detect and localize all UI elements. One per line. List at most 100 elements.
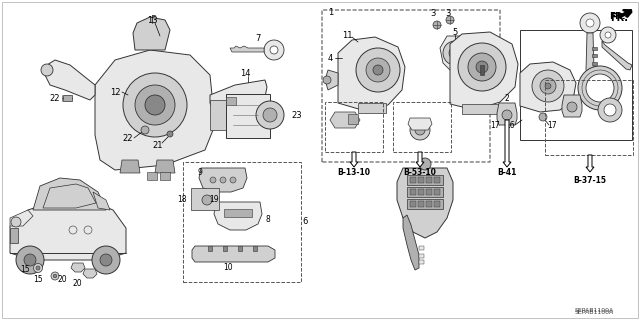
Bar: [419, 254, 424, 258]
Bar: [434, 177, 440, 183]
Bar: [63, 95, 72, 101]
Text: 13: 13: [147, 15, 157, 25]
Bar: [224, 209, 252, 217]
Bar: [545, 80, 633, 155]
Text: 6: 6: [302, 218, 307, 227]
Bar: [407, 187, 443, 197]
Text: 15: 15: [20, 266, 30, 275]
Text: 1: 1: [328, 7, 333, 17]
Polygon shape: [403, 215, 419, 270]
Polygon shape: [95, 50, 215, 170]
Circle shape: [545, 83, 551, 89]
Text: 20: 20: [57, 275, 67, 284]
Polygon shape: [93, 192, 110, 210]
Circle shape: [220, 177, 226, 183]
Bar: [426, 177, 432, 183]
Polygon shape: [230, 46, 264, 52]
Circle shape: [167, 131, 173, 137]
Text: SEPAB1100A: SEPAB1100A: [575, 308, 614, 314]
Text: 19: 19: [209, 196, 219, 204]
Polygon shape: [330, 112, 360, 128]
Circle shape: [41, 64, 53, 76]
Bar: [358, 103, 386, 113]
Polygon shape: [440, 36, 470, 73]
Text: 21: 21: [153, 140, 163, 149]
Circle shape: [419, 158, 431, 170]
Circle shape: [141, 126, 149, 134]
Polygon shape: [520, 62, 576, 112]
Bar: [407, 175, 443, 185]
Bar: [223, 246, 227, 251]
Circle shape: [230, 177, 236, 183]
Polygon shape: [10, 210, 33, 226]
Text: 5: 5: [452, 28, 458, 36]
Text: 18: 18: [177, 196, 187, 204]
Circle shape: [443, 41, 467, 65]
Bar: [426, 189, 432, 195]
Circle shape: [33, 263, 42, 273]
Circle shape: [532, 70, 564, 102]
Bar: [228, 107, 236, 123]
Text: SEPAB1100A: SEPAB1100A: [575, 310, 614, 316]
Bar: [419, 260, 424, 264]
Circle shape: [135, 85, 175, 125]
Circle shape: [24, 254, 36, 266]
Polygon shape: [497, 103, 517, 125]
Circle shape: [598, 98, 622, 122]
Text: 17: 17: [547, 121, 557, 130]
Bar: [325, 102, 383, 152]
Bar: [592, 62, 597, 65]
Bar: [393, 102, 451, 152]
Text: FR.: FR.: [609, 12, 625, 20]
Bar: [434, 201, 440, 207]
Polygon shape: [43, 184, 96, 208]
Polygon shape: [325, 70, 338, 90]
Polygon shape: [586, 155, 594, 172]
Circle shape: [580, 13, 600, 33]
Text: 14: 14: [240, 68, 250, 77]
Polygon shape: [602, 41, 632, 70]
Circle shape: [51, 272, 59, 280]
Polygon shape: [45, 60, 95, 100]
Circle shape: [373, 65, 383, 75]
Bar: [418, 201, 424, 207]
Text: B-13-10: B-13-10: [337, 167, 371, 177]
Text: 7: 7: [255, 34, 260, 43]
Bar: [183, 162, 301, 282]
Bar: [191, 188, 219, 210]
Circle shape: [100, 254, 112, 266]
Circle shape: [468, 53, 496, 81]
Bar: [253, 246, 257, 251]
Polygon shape: [83, 269, 97, 278]
Circle shape: [586, 74, 614, 102]
Text: 3: 3: [430, 9, 436, 18]
Polygon shape: [33, 178, 106, 210]
Circle shape: [433, 21, 441, 29]
Bar: [410, 201, 416, 207]
Circle shape: [366, 58, 390, 82]
Text: 9: 9: [198, 167, 202, 177]
Circle shape: [202, 195, 212, 205]
Polygon shape: [120, 160, 140, 173]
Text: 2: 2: [504, 93, 509, 102]
Circle shape: [446, 16, 454, 24]
Text: 10: 10: [223, 263, 233, 273]
Bar: [418, 189, 424, 195]
Polygon shape: [133, 17, 170, 50]
Bar: [418, 177, 424, 183]
Text: FR.: FR.: [610, 13, 628, 23]
Text: 8: 8: [266, 215, 270, 225]
Polygon shape: [586, 33, 594, 73]
Text: 22: 22: [123, 133, 133, 142]
Circle shape: [503, 114, 511, 122]
Bar: [520, 30, 632, 140]
Circle shape: [449, 47, 461, 59]
Bar: [410, 177, 416, 183]
Polygon shape: [199, 168, 247, 192]
Circle shape: [16, 246, 44, 274]
Bar: [348, 114, 358, 124]
Circle shape: [476, 61, 488, 73]
Circle shape: [458, 43, 506, 91]
Text: 20: 20: [72, 279, 82, 289]
Circle shape: [539, 113, 547, 121]
